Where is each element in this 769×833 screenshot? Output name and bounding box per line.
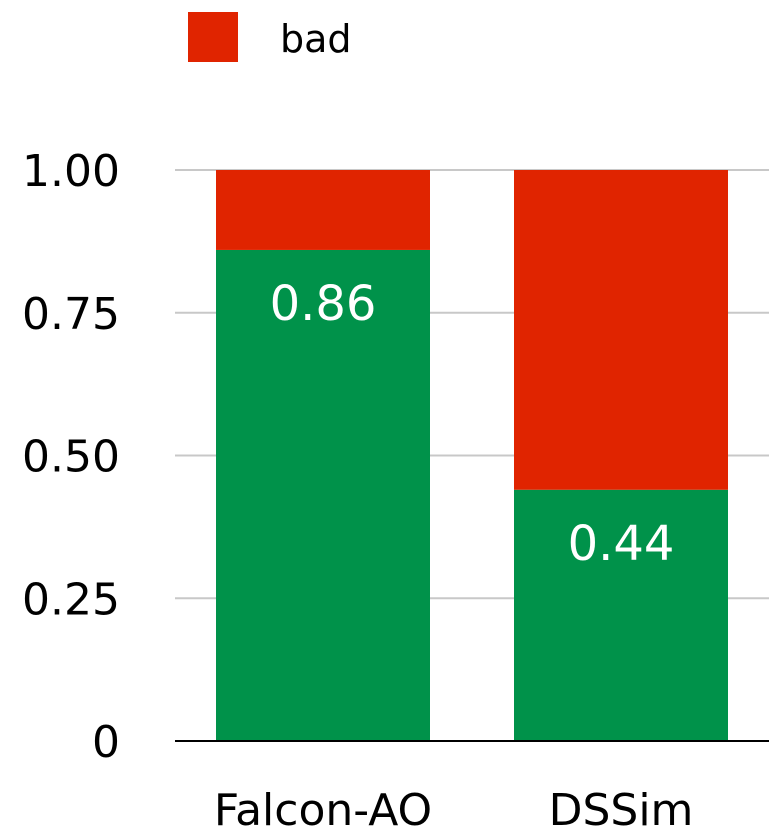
x-axis-categories: Falcon-AO DSSim	[214, 785, 694, 833]
y-tick-label: 0.50	[22, 432, 120, 483]
y-tick-label: 1.00	[22, 146, 120, 197]
bar-segment-bad	[514, 170, 728, 490]
y-tick-label: 0.25	[22, 574, 120, 625]
legend-label-bad: bad	[280, 17, 352, 61]
data-label: 0.44	[568, 516, 675, 572]
bars: 0.86 0.44	[216, 170, 728, 741]
legend-swatch-bad	[188, 12, 238, 62]
data-label: 0.86	[270, 276, 377, 332]
bar-segment-bad	[216, 170, 430, 250]
bar-segment-good	[216, 249, 430, 741]
legend: bad	[188, 12, 352, 62]
x-category-label: Falcon-AO	[214, 785, 432, 833]
bar-segment-good	[514, 489, 728, 741]
y-axis-ticks: 0 0.25 0.50 0.75 1.00	[22, 146, 120, 768]
y-tick-label: 0.75	[22, 289, 120, 340]
x-category-label: DSSim	[549, 785, 694, 833]
y-tick-label: 0	[92, 717, 120, 768]
